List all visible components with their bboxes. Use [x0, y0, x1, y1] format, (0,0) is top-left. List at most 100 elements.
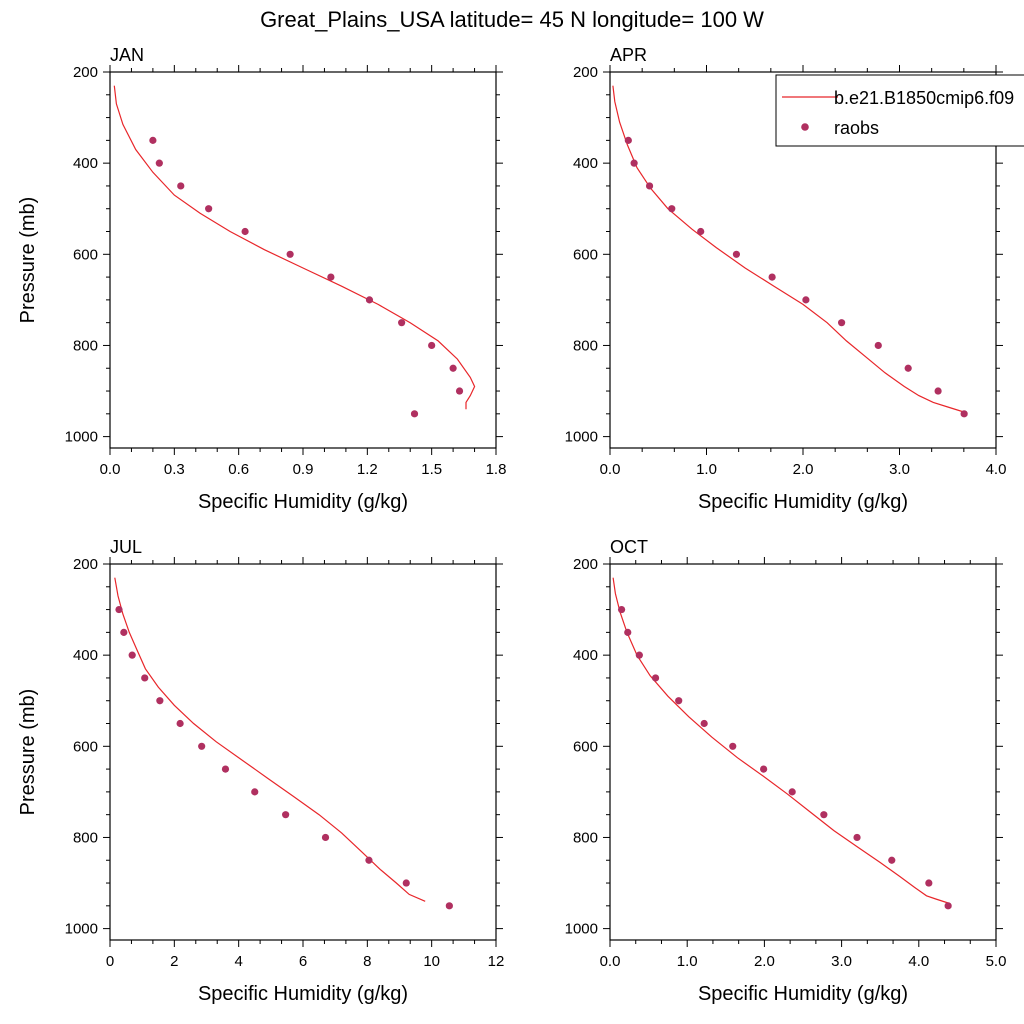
x-tick-label-apr: 0.0	[600, 461, 621, 478]
obs-point-jan	[398, 319, 406, 327]
y-tick-label-jul: 400	[73, 647, 98, 664]
obs-point-jan	[205, 205, 213, 213]
model-series-line-jan	[113, 85, 476, 410]
x-tick-label-apr: 1.0	[696, 461, 717, 478]
model-series-line-jul	[114, 577, 426, 902]
x-tick-label-oct: 2.0	[754, 953, 775, 970]
legend-model-label: b.e21.B1850cmip6.f09	[834, 88, 1014, 108]
x-tick-label-jan: 1.5	[421, 461, 442, 478]
obs-point-jul	[176, 719, 184, 728]
obs-point-oct	[820, 811, 828, 819]
obs-point-jul	[115, 605, 123, 614]
obs-point-jul	[251, 788, 259, 796]
y-tick-label-jan: 400	[73, 155, 98, 172]
x-tick-label-jan: 0.6	[228, 461, 249, 478]
model-series-line-oct	[612, 577, 950, 905]
obs-point-oct	[700, 719, 708, 728]
obs-point-jan	[365, 296, 374, 304]
obs-point-jan	[327, 273, 335, 281]
x-tick-label-apr: 4.0	[986, 461, 1007, 478]
y-tick-label-jan: 1000	[65, 429, 98, 446]
x-tick-label-jul: 2	[170, 953, 178, 970]
y-tick-label-apr: 1000	[565, 429, 598, 446]
panel-oct: OCT 0.0 1.0 2.0 3.0 4.0 5.0 200 400 600 800 1000 Spe…	[565, 537, 1007, 1005]
obs-point-jul	[128, 651, 136, 659]
panel-jul: JUL 0 2 4 6 8 10 12 200 400 600 800 1000 Specific Hum…	[17, 537, 504, 1005]
model-series-line-apr	[612, 85, 963, 413]
x-tick-label-jul: 0	[106, 953, 114, 970]
y-tick-label-jul: 600	[73, 738, 98, 755]
obs-point-jan	[149, 136, 157, 144]
obs-point-apr	[934, 387, 942, 395]
x-axis-title-apr: Specific Humidity (g/kg)	[698, 491, 908, 513]
x-tick-label-oct: 0.0	[600, 953, 621, 970]
y-axis-title-jul: Pressure (mb)	[17, 689, 39, 816]
obs-point-oct	[635, 651, 643, 659]
obs-point-jul	[445, 902, 453, 910]
obs-point-jul	[141, 674, 149, 682]
y-tick-label-oct: 200	[573, 556, 598, 573]
x-tick-label-jan: 0.0	[100, 461, 121, 478]
x-tick-label-apr: 2.0	[793, 461, 814, 478]
x-axis-title-jul: Specific Humidity (g/kg)	[198, 983, 408, 1005]
x-tick-label-jul: 10	[423, 953, 440, 970]
obs-point-oct	[760, 765, 768, 773]
obs-point-oct	[788, 788, 796, 796]
obs-point-oct	[853, 833, 861, 842]
panel-label-oct: OCT	[610, 537, 648, 557]
obs-point-jul	[120, 628, 128, 636]
y-tick-label-apr: 800	[573, 337, 598, 354]
obs-point-apr	[630, 159, 638, 167]
x-tick-label-oct: 3.0	[831, 953, 852, 970]
obs-point-oct	[944, 902, 952, 910]
plot-frame-oct	[609, 563, 997, 941]
obs-point-apr	[904, 364, 912, 372]
x-tick-label-jul: 8	[363, 953, 371, 970]
y-tick-label-oct: 800	[573, 829, 598, 846]
obs-point-jan	[428, 341, 436, 350]
y-tick-label-apr: 400	[573, 155, 598, 172]
obs-point-apr	[960, 410, 968, 418]
obs-point-jul	[365, 856, 373, 864]
y-tick-label-jul: 800	[73, 829, 98, 846]
figure-title: Great_Plains_USA latitude= 45 N longitud…	[260, 7, 764, 32]
obs-point-jul	[282, 811, 290, 819]
obs-point-oct	[925, 879, 933, 887]
plot-frame-jan	[109, 71, 497, 449]
x-tick-label-oct: 1.0	[677, 953, 698, 970]
panel-jan: JAN 0.0 0.3 0.6 0.9 1.2 1.5 1.8 200 400 600 800 1000…	[17, 45, 506, 513]
panel-apr: APR 0.0 1.0 2.0 3.0 4.0 200 400 600 800 1000 Specif…	[565, 45, 1007, 513]
x-tick-label-jan: 0.3	[164, 461, 185, 478]
x-axis-title-jan: Specific Humidity (g/kg)	[198, 491, 408, 513]
x-tick-label-jan: 1.2	[357, 461, 378, 478]
x-tick-label-oct: 4.0	[908, 953, 929, 970]
panel-label-apr: APR	[610, 45, 647, 65]
y-tick-label-jul: 200	[73, 556, 98, 573]
legend-box	[775, 74, 1024, 147]
obs-point-jul	[156, 697, 164, 705]
obs-point-apr	[874, 341, 882, 350]
obs-point-jan	[449, 364, 457, 372]
y-tick-label-jan: 600	[73, 246, 98, 263]
y-tick-label-apr: 200	[573, 64, 598, 81]
obs-point-apr	[645, 182, 654, 190]
y-tick-label-jan: 800	[73, 337, 98, 354]
obs-point-jan	[286, 250, 294, 258]
obs-point-jul	[321, 833, 330, 842]
y-tick-label-jul: 1000	[65, 921, 98, 938]
obs-point-jan	[455, 387, 464, 395]
obs-point-apr	[732, 250, 741, 258]
obs-point-oct	[888, 856, 896, 864]
x-tick-label-apr: 3.0	[889, 461, 910, 478]
x-tick-label-oct: 5.0	[986, 953, 1007, 970]
x-tick-label-jan: 0.9	[293, 461, 314, 478]
obs-point-jan	[177, 182, 185, 190]
panel-label-jan: JAN	[110, 45, 144, 65]
obs-point-oct	[624, 628, 632, 636]
obs-point-apr	[624, 136, 632, 144]
x-tick-label-jul: 6	[299, 953, 307, 970]
x-axis-title-oct: Specific Humidity (g/kg)	[698, 983, 908, 1005]
obs-point-jan	[155, 159, 163, 167]
y-tick-label-oct: 1000	[565, 921, 598, 938]
